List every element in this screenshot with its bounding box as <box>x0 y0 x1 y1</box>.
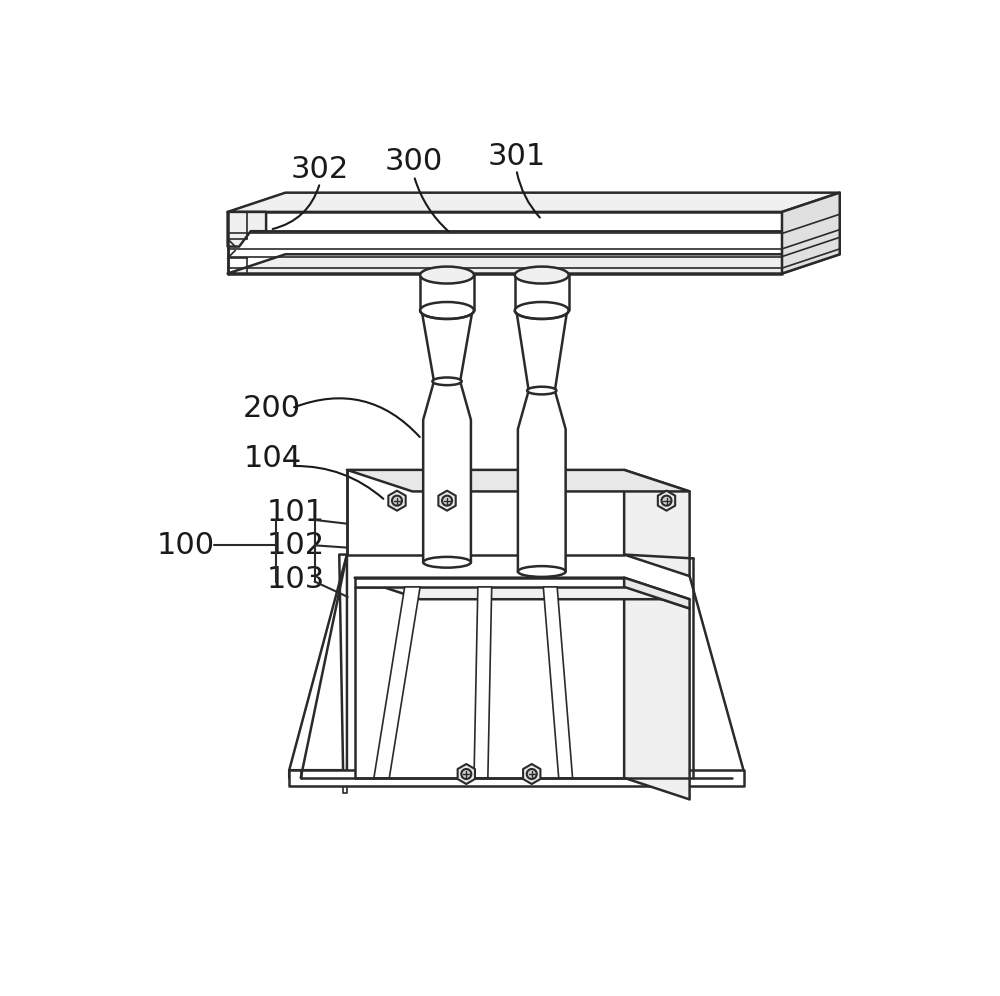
Circle shape <box>661 496 672 506</box>
Ellipse shape <box>518 566 566 577</box>
Polygon shape <box>347 470 690 491</box>
Polygon shape <box>228 212 266 247</box>
Text: 104: 104 <box>243 444 301 473</box>
Polygon shape <box>355 578 624 587</box>
Text: 100: 100 <box>156 531 214 560</box>
Polygon shape <box>474 587 492 778</box>
Ellipse shape <box>420 267 474 284</box>
Polygon shape <box>515 275 569 311</box>
Text: 302: 302 <box>291 155 349 184</box>
Polygon shape <box>423 381 471 563</box>
Ellipse shape <box>527 386 556 394</box>
Polygon shape <box>228 254 840 274</box>
Circle shape <box>527 769 537 779</box>
Polygon shape <box>438 491 456 511</box>
Polygon shape <box>658 491 675 511</box>
Polygon shape <box>228 192 840 212</box>
Polygon shape <box>523 764 540 784</box>
Polygon shape <box>624 470 690 576</box>
Ellipse shape <box>420 302 474 319</box>
Polygon shape <box>289 770 744 786</box>
Circle shape <box>392 496 402 506</box>
Ellipse shape <box>432 377 462 385</box>
Ellipse shape <box>423 557 471 568</box>
Polygon shape <box>458 764 475 784</box>
Polygon shape <box>388 491 406 511</box>
Text: 301: 301 <box>487 142 545 171</box>
Ellipse shape <box>515 302 569 319</box>
Circle shape <box>442 496 452 506</box>
Polygon shape <box>355 578 690 600</box>
Polygon shape <box>228 212 782 231</box>
Polygon shape <box>289 555 347 778</box>
Polygon shape <box>543 587 573 778</box>
Polygon shape <box>516 311 567 390</box>
Text: 200: 200 <box>243 393 301 422</box>
Polygon shape <box>422 311 472 381</box>
Polygon shape <box>374 587 420 778</box>
Text: 300: 300 <box>385 147 443 176</box>
Polygon shape <box>343 555 347 793</box>
Text: 101: 101 <box>266 498 324 527</box>
Polygon shape <box>228 231 782 274</box>
Polygon shape <box>624 578 690 609</box>
Polygon shape <box>518 390 566 572</box>
Polygon shape <box>624 587 690 800</box>
Circle shape <box>461 769 471 779</box>
Text: 103: 103 <box>266 566 324 595</box>
Ellipse shape <box>515 267 569 284</box>
Polygon shape <box>347 470 624 555</box>
Polygon shape <box>355 587 624 778</box>
Polygon shape <box>782 192 840 274</box>
Text: 102: 102 <box>266 531 324 560</box>
Polygon shape <box>420 275 474 311</box>
